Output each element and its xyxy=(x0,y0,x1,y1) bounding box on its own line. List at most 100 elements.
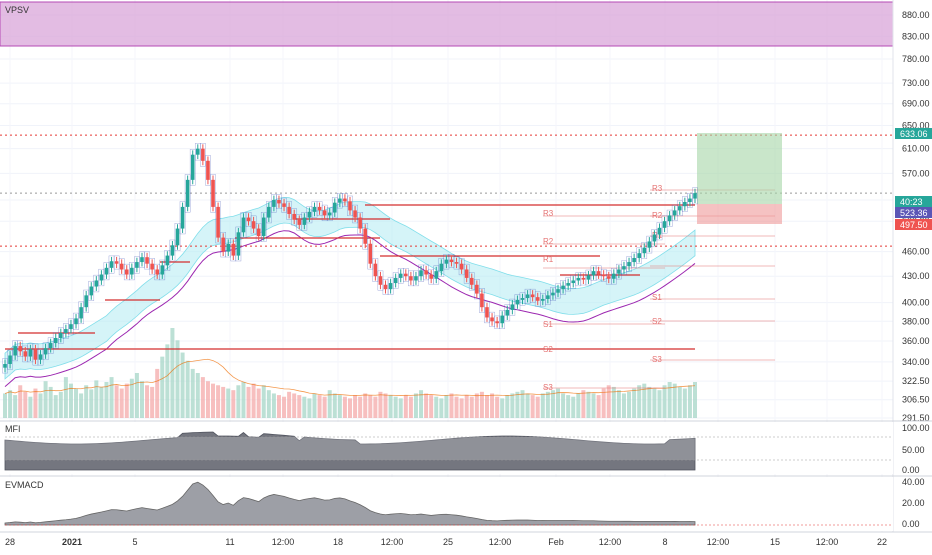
volume-bars xyxy=(3,328,697,418)
time-tick-label: 11 xyxy=(225,537,234,547)
volume-bar xyxy=(429,395,434,418)
volume-bar xyxy=(99,386,104,418)
volume-bar xyxy=(576,393,581,418)
price-tick-label: 360.00 xyxy=(902,336,930,346)
volume-bar xyxy=(353,395,358,418)
volume-bar xyxy=(556,388,561,418)
time-tick-label: 15 xyxy=(770,537,780,547)
volume-bar xyxy=(596,395,601,418)
price-label: 40:23 xyxy=(895,196,932,207)
volume-bar xyxy=(195,373,200,418)
symbol-label: VPSV xyxy=(5,5,29,15)
candle[interactable] xyxy=(362,223,369,250)
svg-text:0.00: 0.00 xyxy=(902,465,920,475)
candle[interactable] xyxy=(83,289,89,313)
volume-bar xyxy=(393,396,398,418)
candle[interactable] xyxy=(189,149,196,186)
volume-bar xyxy=(109,377,114,418)
volume-bar xyxy=(190,368,195,418)
volume-bar xyxy=(490,393,495,418)
candle[interactable] xyxy=(260,212,267,242)
position-stop-zone[interactable] xyxy=(697,204,782,224)
mfi-label: MFI xyxy=(5,424,21,434)
evmacd-label: EVMACD xyxy=(5,480,44,490)
candle[interactable] xyxy=(235,226,242,262)
volume-bar xyxy=(216,385,221,418)
volume-bar xyxy=(175,340,180,418)
pivot-label: S3 xyxy=(543,383,553,392)
volume-bar xyxy=(322,396,327,418)
time-tick-label: 22 xyxy=(877,537,887,547)
candle[interactable] xyxy=(215,201,221,244)
volume-bar xyxy=(53,395,58,418)
volume-bar xyxy=(84,385,89,418)
candle[interactable] xyxy=(200,143,206,167)
candle[interactable] xyxy=(205,155,211,186)
volume-bar xyxy=(662,385,667,418)
candle[interactable] xyxy=(479,288,485,313)
time-tick-label: 5 xyxy=(132,537,137,547)
volume-bar xyxy=(48,386,53,418)
volume-bar xyxy=(8,390,13,418)
candle[interactable] xyxy=(372,258,379,282)
volume-bar xyxy=(271,393,276,418)
volume-bar xyxy=(419,390,424,418)
volume-bar xyxy=(302,396,307,418)
price-label: 523.36 xyxy=(895,207,932,218)
volume-bar xyxy=(58,391,63,418)
candle[interactable] xyxy=(184,174,191,213)
volume-bar xyxy=(13,395,18,418)
volume-bar xyxy=(459,398,464,418)
price-axis[interactable]: 880.00 830.00 780.00 730.00 690.00 650.00 610.… xyxy=(902,10,930,423)
price-tick-label: 460.00 xyxy=(902,247,930,257)
supply-zone[interactable] xyxy=(0,1,894,47)
time-axis[interactable]: 28 2021 5 11 12:00 18 12:00 25 12:00 Feb 12:00 8 12:… xyxy=(5,537,887,547)
position-target-zone[interactable] xyxy=(697,133,782,204)
volume-average-line xyxy=(4,358,696,397)
price-tick-label: 780.00 xyxy=(902,54,930,64)
price-levels xyxy=(0,134,893,247)
time-tick-label: 12:00 xyxy=(707,537,730,547)
candle[interactable] xyxy=(179,201,186,235)
pivot-label: R3 xyxy=(543,209,554,218)
volume-bar xyxy=(251,383,256,418)
volume-bar xyxy=(256,388,261,418)
time-tick-label: 18 xyxy=(333,537,343,547)
time-tick-label: 12:00 xyxy=(381,537,404,547)
volume-bar xyxy=(337,395,342,418)
volume-bar xyxy=(358,396,363,418)
candle[interactable] xyxy=(174,223,181,251)
volume-bar xyxy=(104,382,109,418)
volume-bar xyxy=(23,391,28,418)
volume-bar xyxy=(616,390,621,418)
volume-bar xyxy=(439,398,444,418)
volume-bar xyxy=(378,391,383,418)
pivot-label: R1 xyxy=(652,231,663,240)
moving-average-band xyxy=(4,196,696,380)
volume-bar xyxy=(550,390,555,418)
volume-bar xyxy=(611,386,616,418)
volume-bar xyxy=(170,328,175,418)
price-tick-label: 830.00 xyxy=(902,31,930,41)
candlesticks[interactable] xyxy=(2,143,698,374)
candle[interactable] xyxy=(78,301,84,325)
price-tick-label: 380.00 xyxy=(902,316,930,326)
candle[interactable] xyxy=(692,187,698,205)
volume-bar xyxy=(403,395,408,418)
volume-bar xyxy=(469,396,474,418)
candle[interactable] xyxy=(210,174,216,213)
pivot-label: S1 xyxy=(543,320,553,329)
volume-bar xyxy=(160,356,165,418)
volume-bar xyxy=(94,380,99,418)
volume-bar xyxy=(637,385,642,418)
candle[interactable] xyxy=(367,238,374,270)
volume-bar xyxy=(312,393,317,418)
volume-bar xyxy=(33,388,38,418)
volume-bar xyxy=(454,396,459,418)
price-tick-label: 400.00 xyxy=(902,298,930,308)
mfi-area xyxy=(4,431,696,471)
volume-bar xyxy=(373,396,378,418)
price-tick-label: 880.00 xyxy=(902,10,930,20)
